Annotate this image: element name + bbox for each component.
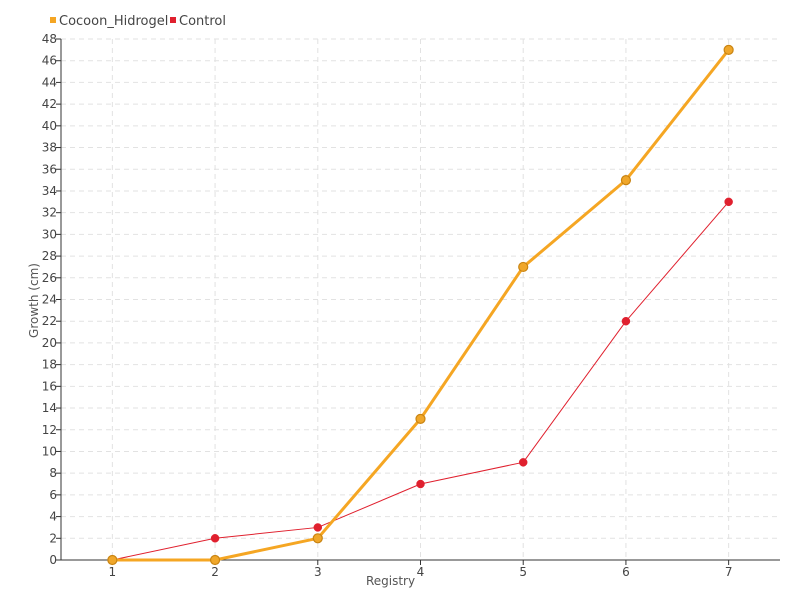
- y-tick-label: 16: [42, 379, 57, 393]
- y-tick-label: 48: [42, 32, 57, 46]
- y-tick-label: 14: [42, 401, 57, 415]
- y-tick-label: 10: [42, 444, 57, 458]
- series: [107, 44, 734, 566]
- y-tick-label: 38: [42, 141, 57, 155]
- data-point: [107, 554, 118, 566]
- data-point: [313, 523, 323, 532]
- data-point: [724, 197, 733, 207]
- data-point: [620, 175, 632, 186]
- y-tick-label: 34: [42, 184, 57, 198]
- grid: [61, 38, 780, 560]
- y-ticks: 0246810121416182022242628303234363840424…: [42, 32, 61, 567]
- legend-swatch: [170, 17, 176, 23]
- y-tick-label: 32: [42, 206, 57, 220]
- y-tick-label: 20: [42, 336, 57, 350]
- y-tick-label: 26: [42, 271, 57, 285]
- data-point: [209, 554, 221, 566]
- y-tick-label: 28: [42, 249, 57, 263]
- legend: Cocoon_Hidrogel Control: [50, 14, 226, 29]
- y-tick-label: 12: [42, 423, 57, 437]
- data-point: [416, 479, 425, 489]
- legend-label: Control: [179, 14, 226, 29]
- x-tick-label: 6: [622, 565, 630, 579]
- x-tick-label: 5: [519, 565, 527, 579]
- legend-swatch: [50, 17, 56, 23]
- y-tick-label: 18: [42, 358, 57, 372]
- y-tick-label: 24: [42, 293, 57, 307]
- data-point: [415, 413, 426, 424]
- y-tick-label: 4: [49, 510, 57, 524]
- y-tick-label: 8: [49, 466, 57, 480]
- data-point: [621, 316, 631, 326]
- x-tick-label: 2: [211, 565, 219, 579]
- x-tick-label: 1: [109, 565, 117, 579]
- y-tick-label: 36: [42, 162, 57, 176]
- y-tick-label: 22: [42, 314, 57, 328]
- y-axis-label: Growth (cm): [27, 263, 41, 338]
- y-tick-label: 46: [42, 54, 57, 68]
- data-point: [723, 44, 734, 55]
- data-point: [518, 261, 529, 273]
- legend-label: Cocoon_Hidrogel: [59, 14, 168, 29]
- x-tick-label: 3: [314, 565, 322, 579]
- data-point: [210, 534, 220, 543]
- x-tick-label: 4: [417, 565, 425, 579]
- data-point: [518, 458, 528, 467]
- y-tick-label: 30: [42, 227, 57, 241]
- y-tick-label: 6: [49, 488, 57, 502]
- x-ticks: 1 2 3 4 5 6 7: [109, 560, 733, 579]
- x-tick-label: 7: [725, 565, 733, 579]
- y-tick-label: 2: [49, 531, 57, 545]
- y-tick-label: 0: [49, 553, 57, 567]
- x-axis-label: Registry: [366, 574, 415, 588]
- data-point: [312, 533, 323, 544]
- y-tick-label: 44: [42, 75, 57, 89]
- y-tick-label: 40: [42, 119, 57, 133]
- y-tick-label: 42: [42, 97, 57, 111]
